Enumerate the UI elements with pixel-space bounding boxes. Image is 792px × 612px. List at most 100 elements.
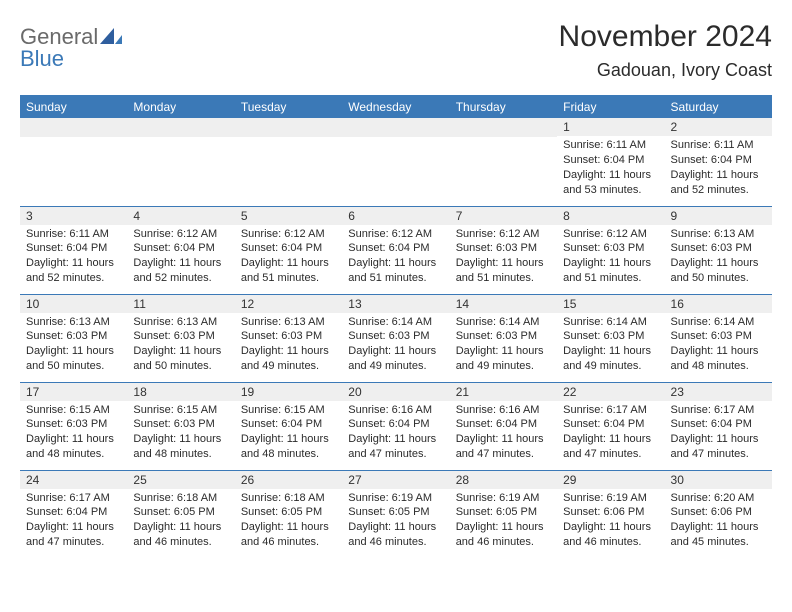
calendar-day-cell: 13Sunrise: 6:14 AMSunset: 6:03 PMDayligh… <box>342 294 449 382</box>
daylight-text: Daylight: 11 hours and 47 minutes. <box>671 432 766 462</box>
day-details: Sunrise: 6:12 AMSunset: 6:04 PMDaylight:… <box>342 225 449 290</box>
sunset-text: Sunset: 6:04 PM <box>671 153 766 168</box>
day-details: Sunrise: 6:13 AMSunset: 6:03 PMDaylight:… <box>235 313 342 378</box>
sunrise-text: Sunrise: 6:19 AM <box>348 491 443 506</box>
day-number: 1 <box>557 118 664 136</box>
calendar-week-row: 10Sunrise: 6:13 AMSunset: 6:03 PMDayligh… <box>20 294 772 382</box>
daylight-text: Daylight: 11 hours and 48 minutes. <box>133 432 228 462</box>
daylight-text: Daylight: 11 hours and 50 minutes. <box>133 344 228 374</box>
sunrise-text: Sunrise: 6:11 AM <box>563 138 658 153</box>
sunset-text: Sunset: 6:03 PM <box>563 329 658 344</box>
sunrise-text: Sunrise: 6:18 AM <box>241 491 336 506</box>
calendar-day-cell: 11Sunrise: 6:13 AMSunset: 6:03 PMDayligh… <box>127 294 234 382</box>
calendar-day-cell: 8Sunrise: 6:12 AMSunset: 6:03 PMDaylight… <box>557 206 664 294</box>
daylight-text: Daylight: 11 hours and 53 minutes. <box>563 168 658 198</box>
calendar-day-cell <box>20 118 127 206</box>
calendar-day-cell: 23Sunrise: 6:17 AMSunset: 6:04 PMDayligh… <box>665 382 772 470</box>
calendar-day-cell: 24Sunrise: 6:17 AMSunset: 6:04 PMDayligh… <box>20 470 127 558</box>
calendar-day-cell: 29Sunrise: 6:19 AMSunset: 6:06 PMDayligh… <box>557 470 664 558</box>
day-details: Sunrise: 6:18 AMSunset: 6:05 PMDaylight:… <box>235 489 342 554</box>
day-number <box>20 118 127 137</box>
daylight-text: Daylight: 11 hours and 45 minutes. <box>671 520 766 550</box>
sunrise-text: Sunrise: 6:14 AM <box>671 315 766 330</box>
daylight-text: Daylight: 11 hours and 51 minutes. <box>563 256 658 286</box>
daylight-text: Daylight: 11 hours and 47 minutes. <box>26 520 121 550</box>
daylight-text: Daylight: 11 hours and 51 minutes. <box>456 256 551 286</box>
day-details: Sunrise: 6:19 AMSunset: 6:05 PMDaylight:… <box>342 489 449 554</box>
day-details: Sunrise: 6:14 AMSunset: 6:03 PMDaylight:… <box>450 313 557 378</box>
daylight-text: Daylight: 11 hours and 48 minutes. <box>26 432 121 462</box>
daylight-text: Daylight: 11 hours and 46 minutes. <box>456 520 551 550</box>
daylight-text: Daylight: 11 hours and 46 minutes. <box>241 520 336 550</box>
calendar-day-cell: 16Sunrise: 6:14 AMSunset: 6:03 PMDayligh… <box>665 294 772 382</box>
sunrise-text: Sunrise: 6:17 AM <box>26 491 121 506</box>
daylight-text: Daylight: 11 hours and 46 minutes. <box>133 520 228 550</box>
daylight-text: Daylight: 11 hours and 50 minutes. <box>671 256 766 286</box>
calendar-week-row: 24Sunrise: 6:17 AMSunset: 6:04 PMDayligh… <box>20 470 772 558</box>
day-number <box>342 118 449 137</box>
day-number: 22 <box>557 383 664 401</box>
day-details: Sunrise: 6:14 AMSunset: 6:03 PMDaylight:… <box>342 313 449 378</box>
day-details: Sunrise: 6:14 AMSunset: 6:03 PMDaylight:… <box>557 313 664 378</box>
daylight-text: Daylight: 11 hours and 52 minutes. <box>133 256 228 286</box>
day-details: Sunrise: 6:15 AMSunset: 6:04 PMDaylight:… <box>235 401 342 466</box>
calendar-day-cell <box>450 118 557 206</box>
weekday-header: Monday <box>127 96 234 119</box>
calendar-day-cell <box>342 118 449 206</box>
sunset-text: Sunset: 6:03 PM <box>456 329 551 344</box>
day-number: 28 <box>450 471 557 489</box>
calendar-day-cell: 28Sunrise: 6:19 AMSunset: 6:05 PMDayligh… <box>450 470 557 558</box>
daylight-text: Daylight: 11 hours and 47 minutes. <box>456 432 551 462</box>
calendar-day-cell: 9Sunrise: 6:13 AMSunset: 6:03 PMDaylight… <box>665 206 772 294</box>
calendar-day-cell: 25Sunrise: 6:18 AMSunset: 6:05 PMDayligh… <box>127 470 234 558</box>
sunset-text: Sunset: 6:04 PM <box>348 241 443 256</box>
daylight-text: Daylight: 11 hours and 51 minutes. <box>348 256 443 286</box>
day-details: Sunrise: 6:12 AMSunset: 6:03 PMDaylight:… <box>557 225 664 290</box>
day-number: 7 <box>450 207 557 225</box>
day-number <box>450 118 557 137</box>
day-details: Sunrise: 6:13 AMSunset: 6:03 PMDaylight:… <box>127 313 234 378</box>
calendar-day-cell: 21Sunrise: 6:16 AMSunset: 6:04 PMDayligh… <box>450 382 557 470</box>
day-number: 18 <box>127 383 234 401</box>
day-details: Sunrise: 6:16 AMSunset: 6:04 PMDaylight:… <box>450 401 557 466</box>
day-number: 14 <box>450 295 557 313</box>
daylight-text: Daylight: 11 hours and 49 minutes. <box>456 344 551 374</box>
day-details: Sunrise: 6:11 AMSunset: 6:04 PMDaylight:… <box>665 136 772 201</box>
sunrise-text: Sunrise: 6:14 AM <box>563 315 658 330</box>
day-number: 30 <box>665 471 772 489</box>
sunset-text: Sunset: 6:05 PM <box>133 505 228 520</box>
sunset-text: Sunset: 6:03 PM <box>133 417 228 432</box>
day-details: Sunrise: 6:16 AMSunset: 6:04 PMDaylight:… <box>342 401 449 466</box>
day-details: Sunrise: 6:15 AMSunset: 6:03 PMDaylight:… <box>127 401 234 466</box>
weekday-header: Sunday <box>20 96 127 119</box>
day-number: 2 <box>665 118 772 136</box>
sunrise-text: Sunrise: 6:12 AM <box>133 227 228 242</box>
weekday-header: Saturday <box>665 96 772 119</box>
sunset-text: Sunset: 6:05 PM <box>348 505 443 520</box>
weekday-header-row: Sunday Monday Tuesday Wednesday Thursday… <box>20 96 772 119</box>
calendar-day-cell <box>127 118 234 206</box>
sunrise-text: Sunrise: 6:12 AM <box>456 227 551 242</box>
sunset-text: Sunset: 6:03 PM <box>348 329 443 344</box>
day-number: 8 <box>557 207 664 225</box>
month-title: November 2024 <box>559 20 772 54</box>
day-details: Sunrise: 6:12 AMSunset: 6:03 PMDaylight:… <box>450 225 557 290</box>
day-details: Sunrise: 6:13 AMSunset: 6:03 PMDaylight:… <box>665 225 772 290</box>
day-details: Sunrise: 6:19 AMSunset: 6:06 PMDaylight:… <box>557 489 664 554</box>
calendar-day-cell: 14Sunrise: 6:14 AMSunset: 6:03 PMDayligh… <box>450 294 557 382</box>
day-number: 27 <box>342 471 449 489</box>
day-details: Sunrise: 6:15 AMSunset: 6:03 PMDaylight:… <box>20 401 127 466</box>
calendar-day-cell: 10Sunrise: 6:13 AMSunset: 6:03 PMDayligh… <box>20 294 127 382</box>
day-number: 16 <box>665 295 772 313</box>
calendar-day-cell: 12Sunrise: 6:13 AMSunset: 6:03 PMDayligh… <box>235 294 342 382</box>
daylight-text: Daylight: 11 hours and 52 minutes. <box>26 256 121 286</box>
sunrise-text: Sunrise: 6:18 AM <box>133 491 228 506</box>
sunrise-text: Sunrise: 6:11 AM <box>26 227 121 242</box>
day-details: Sunrise: 6:18 AMSunset: 6:05 PMDaylight:… <box>127 489 234 554</box>
sunset-text: Sunset: 6:04 PM <box>348 417 443 432</box>
sunset-text: Sunset: 6:05 PM <box>241 505 336 520</box>
daylight-text: Daylight: 11 hours and 47 minutes. <box>563 432 658 462</box>
daylight-text: Daylight: 11 hours and 49 minutes. <box>241 344 336 374</box>
calendar-week-row: 3Sunrise: 6:11 AMSunset: 6:04 PMDaylight… <box>20 206 772 294</box>
day-number <box>127 118 234 137</box>
